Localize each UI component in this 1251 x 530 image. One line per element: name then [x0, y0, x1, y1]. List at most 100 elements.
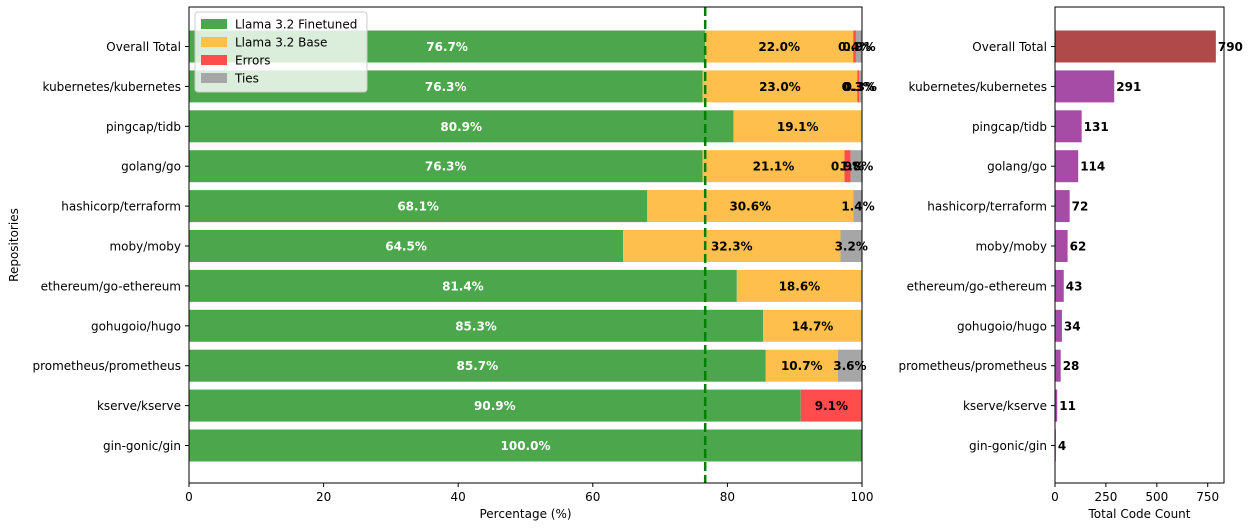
plot-frame-right	[1054, 6, 1225, 484]
bar-errors-golang-go	[844, 150, 851, 183]
y-tick-label-prometheus-prometheus: prometheus/prometheus	[32, 359, 181, 373]
bar-label-llama-3-2-finetuned-golang-go: 76.3%	[425, 160, 467, 174]
count-bars	[1055, 30, 1216, 462]
bar-label-errors-kubernetes-kubernetes: 0.3%	[842, 80, 875, 94]
y-tick-label-golang-go: golang/go	[121, 160, 181, 174]
legend-label-ties: Ties	[234, 72, 259, 86]
percentage-chart: 76.7% 22.0% 0.4%0.9%76.3% 23.0% 0.3%0.3%80.9…	[7, 6, 877, 521]
bar-llama-3-2-base-pingcap-tidb	[733, 110, 862, 143]
bar-label-llama-3-2-base-ethereum-go-ethereum: 18.6%	[779, 279, 821, 293]
count-bar-moby-moby	[1055, 230, 1068, 262]
bar-label-ties-golang-go: 1.8%	[840, 160, 873, 174]
bar-llama-3-2-base-golang-go	[702, 150, 845, 183]
bar-llama-3-2-base-moby-moby	[623, 230, 841, 262]
legend-label-llama-3-2-finetuned: Llama 3.2 Finetuned	[235, 18, 357, 32]
bar-label-ties-moby-moby: 3.2%	[835, 240, 868, 254]
bar-ties-kubernetes-kubernetes	[859, 70, 862, 103]
legend-swatch-ties	[201, 73, 227, 83]
bar-label-errors-golang-go: 0.9%	[831, 160, 864, 174]
bar-label-llama-3-2-finetuned-gohugoio-hugo: 85.3%	[455, 319, 497, 333]
bar-label-llama-3-2-base-golang-go: 21.1%	[753, 160, 795, 174]
legend-swatch-llama-3-2-finetuned	[201, 19, 227, 29]
count-bar-golang-go	[1055, 150, 1079, 183]
count-label-gohugoio-hugo: 34	[1064, 319, 1081, 333]
count-label-ethereum-go-ethereum: 43	[1066, 279, 1083, 293]
y-tick-label-overall-total: Overall Total	[106, 40, 181, 54]
bar-llama-3-2-finetuned-gohugoio-hugo	[189, 309, 764, 342]
bar-label-llama-3-2-finetuned-kubernetes-kubernetes: 76.3%	[425, 80, 467, 94]
legend-label-errors: Errors	[235, 54, 271, 68]
count-bar-kserve-kserve	[1055, 389, 1058, 422]
bar-label-llama-3-2-finetuned-gin-gonic-gin: 100.0%	[501, 439, 551, 453]
y-tick-label-right-kubernetes-kubernetes: kubernetes/kubernetes	[908, 80, 1047, 94]
x-tick-label-right-250: 250	[1094, 490, 1117, 504]
bar-llama-3-2-base-ethereum-go-ethereum	[736, 269, 862, 302]
bar-label-llama-3-2-finetuned-prometheus-prometheus: 85.7%	[457, 359, 499, 373]
bar-label-llama-3-2-base-hashicorp-terraform: 30.6%	[729, 200, 771, 214]
count-label-gin-gonic-gin: 4	[1058, 439, 1066, 453]
count-label-moby-moby: 62	[1070, 240, 1087, 254]
bar-label-errors-overall-total: 0.4%	[838, 40, 871, 54]
x-tick-label-right-500: 500	[1145, 490, 1168, 504]
y-axis-label: Repositories	[7, 208, 21, 282]
count-label-hashicorp-terraform: 72	[1072, 200, 1089, 214]
x-tick-label-100: 100	[851, 490, 874, 504]
y-tick-label-pingcap-tidb: pingcap/tidb	[106, 120, 181, 134]
y-tick-label-right-kserve-kserve: kserve/kserve	[963, 399, 1047, 413]
bar-llama-3-2-finetuned-ethereum-go-ethereum	[189, 269, 737, 302]
bar-llama-3-2-finetuned-gin-gonic-gin	[189, 429, 862, 462]
x-axis-ticks: 0 20 40 60 80 100	[185, 483, 873, 504]
count-label-pingcap-tidb: 131	[1084, 120, 1109, 134]
bar-errors-overall-total	[853, 30, 856, 63]
bar-llama-3-2-finetuned-pingcap-tidb	[189, 110, 734, 143]
count-label-overall-total: 790	[1218, 40, 1243, 54]
legend-swatch-errors	[201, 55, 227, 65]
bar-label-errors-kserve-kserve: 9.1%	[815, 399, 848, 413]
count-label-golang-go: 114	[1080, 160, 1105, 174]
bar-llama-3-2-finetuned-hashicorp-terraform	[189, 190, 648, 223]
y-tick-label-gohugoio-hugo: gohugoio/hugo	[91, 319, 181, 333]
bar-llama-3-2-finetuned-prometheus-prometheus	[189, 349, 766, 382]
bar-label-llama-3-2-base-gohugoio-hugo: 14.7%	[792, 319, 834, 333]
y-tick-label-kserve-kserve: kserve/kserve	[97, 399, 181, 413]
x-tick-label-right-750: 750	[1196, 490, 1219, 504]
y-tick-label-right-ethereum-go-ethereum: ethereum/go-ethereum	[907, 279, 1047, 293]
bar-llama-3-2-base-hashicorp-terraform	[647, 190, 854, 223]
bar-label-llama-3-2-finetuned-moby-moby: 64.5%	[385, 240, 427, 254]
bar-label-ties-hashicorp-terraform: 1.4%	[841, 200, 874, 214]
bar-label-ties-kubernetes-kubernetes: 0.3%	[844, 80, 877, 94]
count-bar-overall-total	[1055, 30, 1216, 63]
y-tick-label-ethereum-go-ethereum: ethereum/go-ethereum	[41, 279, 181, 293]
bar-errors-kserve-kserve	[800, 389, 862, 422]
y-axis-ticks: Overall Total kubernetes/kubernetes pingca…	[32, 40, 189, 453]
bar-ties-overall-total	[855, 30, 862, 63]
bar-errors-kubernetes-kubernetes	[857, 70, 860, 103]
count-bar-prometheus-prometheus	[1055, 349, 1061, 382]
bar-llama-3-2-base-prometheus-prometheus	[765, 349, 838, 382]
bar-llama-3-2-finetuned-moby-moby	[189, 230, 624, 262]
y-axis-ticks-right: Overall Total kubernetes/kubernetes pingca…	[898, 40, 1055, 453]
y-tick-label-right-hashicorp-terraform: hashicorp/terraform	[927, 200, 1047, 214]
count-bar-ethereum-go-ethereum	[1055, 269, 1064, 302]
bar-llama-3-2-base-kubernetes-kubernetes	[702, 70, 858, 103]
x-tick-label-80: 80	[720, 490, 735, 504]
y-tick-label-gin-gonic-gin: gin-gonic/gin	[103, 439, 181, 453]
x-tick-label-0: 0	[185, 490, 193, 504]
y-tick-label-right-gin-gonic-gin: gin-gonic/gin	[969, 439, 1047, 453]
bar-ties-prometheus-prometheus	[837, 349, 862, 382]
bar-label-llama-3-2-finetuned-kserve-kserve: 90.9%	[474, 399, 516, 413]
count-bar-kubernetes-kubernetes	[1055, 70, 1115, 103]
y-tick-label-right-gohugoio-hugo: gohugoio/hugo	[957, 319, 1047, 333]
bar-llama-3-2-base-overall-total	[705, 30, 854, 63]
bar-ties-golang-go	[850, 150, 863, 183]
y-tick-label-kubernetes-kubernetes: kubernetes/kubernetes	[42, 80, 181, 94]
count-label-kubernetes-kubernetes: 291	[1116, 80, 1141, 94]
bar-label-llama-3-2-base-overall-total: 22.0%	[758, 40, 800, 54]
bar-llama-3-2-finetuned-golang-go	[189, 150, 703, 183]
x-axis-label: Percentage (%)	[479, 507, 571, 521]
legend-swatch-llama-3-2-base	[201, 37, 227, 47]
x-axis-ticks-right: 0 250 500 750	[1051, 483, 1219, 504]
legend: Llama 3.2 Finetuned Llama 3.2 Base Errors T…	[194, 11, 368, 93]
count-label-prometheus-prometheus: 28	[1063, 359, 1080, 373]
